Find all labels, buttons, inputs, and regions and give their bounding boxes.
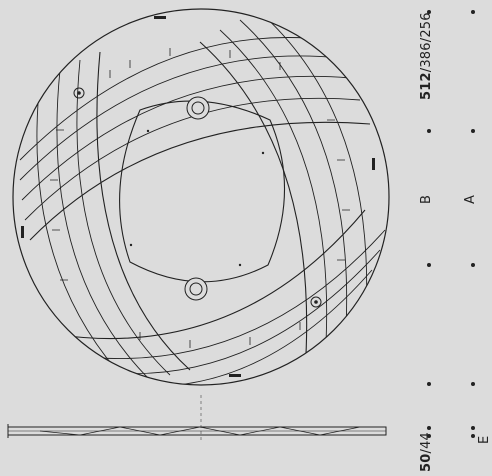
- hub-top: [186, 96, 210, 120]
- thickness-dimensions: 50/44: [419, 431, 434, 472]
- screw-right: [310, 296, 322, 308]
- dimension-dot: [471, 129, 475, 133]
- diameter-dimensions: 512/386/256: [419, 12, 434, 100]
- hub-bottom: [184, 277, 208, 301]
- dimension-dot: [471, 263, 475, 267]
- woven-bands: [19, 11, 386, 385]
- dimension-dot: [427, 263, 431, 267]
- dimension-dot: [427, 434, 431, 438]
- dimension-dot: [471, 10, 475, 14]
- dimension-dot: [471, 426, 475, 430]
- marker-b: B: [419, 194, 434, 204]
- marker-a: A: [463, 194, 478, 204]
- dimension-dot: [427, 426, 431, 430]
- logo-stamps: [21, 16, 375, 377]
- dimension-dot: [427, 129, 431, 133]
- dimension-dot: [427, 382, 431, 386]
- screw-left: [73, 87, 85, 99]
- small-holes: [129, 129, 265, 267]
- dimension-dot: [427, 10, 431, 14]
- disc-outline: [12, 8, 390, 386]
- dimension-dot: [471, 382, 475, 386]
- marker-e: E: [477, 435, 492, 444]
- dimension-dot: [471, 434, 475, 438]
- side-profile: [7, 424, 387, 438]
